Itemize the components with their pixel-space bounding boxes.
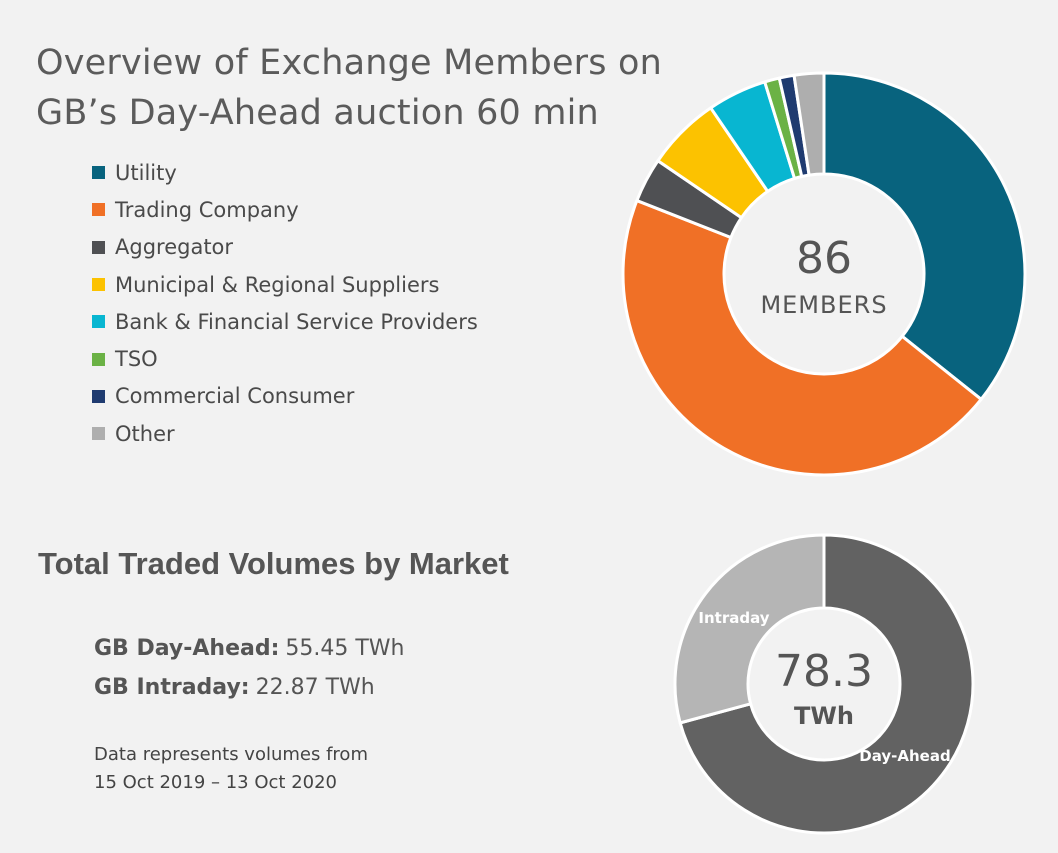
legend-item: Municipal & Regional Suppliers: [92, 266, 478, 303]
members-count: 86: [796, 233, 852, 284]
legend-swatch: [92, 203, 105, 217]
legend-item: TSO: [92, 340, 478, 377]
day-ahead-volume: GB Day-Ahead: 55.45 TWh: [94, 636, 405, 661]
slice-other: [792, 71, 826, 177]
legend-label: Municipal & Regional Suppliers: [115, 272, 440, 297]
volume-unit: TWh: [794, 702, 854, 730]
members-legend: Utility Trading Company Aggregator Munic…: [92, 154, 478, 452]
slice-trading-company: [621, 199, 983, 477]
legend-swatch: [92, 278, 105, 292]
legend-label: Bank & Financial Service Providers: [115, 309, 478, 334]
day-ahead-value: 55.45 TWh: [285, 636, 405, 661]
legend-label: Other: [115, 421, 175, 446]
slice-label-intraday: Intraday: [698, 609, 769, 627]
intraday-value: 22.87 TWh: [255, 675, 375, 700]
legend-item: Aggregator: [92, 229, 478, 266]
intraday-volume: GB Intraday: 22.87 TWh: [94, 675, 375, 700]
page-title: Overview of Exchange Members on GB’s Day…: [36, 43, 663, 133]
slice-intraday: [673, 533, 826, 725]
volumes-title: Total Traded Volumes by Market: [38, 546, 509, 581]
legend-swatch: [92, 427, 105, 441]
date-range-note: Data represents volumes from: [94, 744, 368, 765]
legend-label: TSO: [115, 347, 158, 372]
day-ahead-label: GB Day-Ahead:: [94, 636, 280, 661]
legend-swatch: [92, 240, 105, 254]
legend-label: Utility: [115, 160, 177, 185]
slice-utility: [822, 71, 1027, 401]
members-slices: [621, 71, 1027, 477]
legend-label: Aggregator: [115, 235, 234, 260]
legend-item: Trading Company: [92, 191, 478, 228]
date-range-dates: 15 Oct 2019 – 13 Oct 2020: [94, 772, 337, 793]
legend-item: Other: [92, 415, 478, 452]
slice-label-day-ahead: Day-Ahead: [859, 747, 950, 765]
legend-label: Trading Company: [115, 197, 299, 222]
volume-total: 78.3: [775, 646, 873, 697]
legend-item: Commercial Consumer: [92, 378, 478, 415]
slice-day-ahead: [678, 533, 975, 835]
legend-swatch: [92, 315, 105, 329]
legend-swatch: [92, 352, 105, 366]
volumes-donut-chart: 78.3 TWh Intraday Day-Ahead: [673, 533, 975, 835]
volume-slices: [673, 533, 975, 835]
members-label: MEMBERS: [760, 291, 887, 319]
legend-label: Commercial Consumer: [115, 384, 355, 409]
legend-swatch: [92, 166, 105, 180]
legend-item: Bank & Financial Service Providers: [92, 303, 478, 340]
intraday-label: GB Intraday:: [94, 675, 250, 700]
members-donut-chart: 86 MEMBERS: [621, 71, 1027, 477]
legend-item: Utility: [92, 154, 478, 191]
legend-swatch: [92, 389, 105, 403]
